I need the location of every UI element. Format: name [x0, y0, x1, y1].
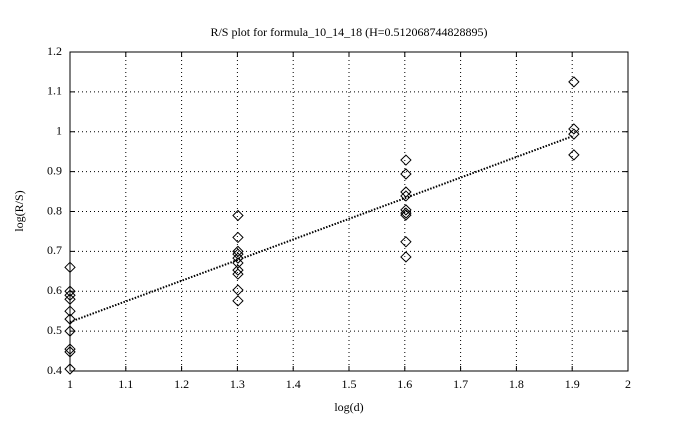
x-tick-label: 1.3 — [230, 377, 245, 391]
data-point — [64, 305, 76, 317]
data-point — [64, 313, 76, 325]
data-point — [400, 204, 412, 216]
y-tick-label: 0.9 — [47, 163, 62, 177]
x-tick-label: 1.8 — [509, 377, 524, 391]
data-point — [232, 245, 244, 258]
x-axis-label: log(d) — [334, 400, 363, 414]
x-tick-label: 2 — [625, 377, 631, 391]
data-point — [64, 293, 76, 305]
y-tick-label: 0.5 — [47, 323, 62, 337]
data-point — [232, 268, 244, 280]
data-point — [400, 207, 412, 219]
x-tick-label: 1.4 — [286, 377, 301, 391]
data-point — [400, 209, 412, 221]
y-axis-label: log(R/S) — [12, 190, 26, 231]
data-point — [232, 252, 244, 264]
data-point — [400, 236, 412, 248]
data-point — [568, 76, 580, 88]
y-tick-label: 1 — [56, 124, 62, 138]
data-point — [64, 285, 76, 297]
data-point — [568, 128, 580, 140]
data-point — [232, 264, 244, 276]
data-point — [232, 248, 244, 260]
x-tick-label: 1.6 — [397, 377, 412, 391]
data-point — [400, 190, 412, 202]
x-tick-label: 1.9 — [565, 377, 580, 391]
data-point — [400, 168, 412, 180]
x-tick-label: 1.5 — [342, 377, 357, 391]
fit-line — [69, 134, 575, 323]
data-point — [400, 251, 412, 263]
y-tick-label: 0.4 — [47, 363, 62, 377]
x-tick-label: 1 — [67, 377, 73, 391]
data-point — [232, 209, 244, 222]
data-point — [64, 261, 76, 274]
plot-frame — [69, 51, 629, 372]
y-tick-label: 1.2 — [47, 44, 62, 58]
x-tick-label: 1.1 — [118, 377, 133, 391]
y-tick-label: 0.7 — [47, 243, 62, 257]
x-tick-label: 1.7 — [453, 377, 468, 391]
data-point — [64, 289, 76, 301]
data-point — [568, 123, 580, 135]
data-point — [64, 346, 76, 358]
data-point — [64, 343, 76, 355]
y-tick-label: 1.1 — [47, 84, 62, 98]
data-point — [568, 149, 580, 161]
y-tick-label: 0.8 — [47, 203, 62, 217]
data-point — [232, 284, 244, 296]
data-point — [64, 363, 76, 375]
x-tick-label: 1.2 — [174, 377, 189, 391]
data-point — [400, 154, 412, 166]
data-point — [232, 231, 244, 244]
data-point — [64, 325, 76, 337]
chart-title: R/S plot for formula_10_14_18 (H=0.51206… — [210, 25, 487, 39]
data-point — [232, 295, 244, 307]
y-tick-label: 0.6 — [47, 283, 62, 297]
plot-area — [70, 52, 628, 371]
